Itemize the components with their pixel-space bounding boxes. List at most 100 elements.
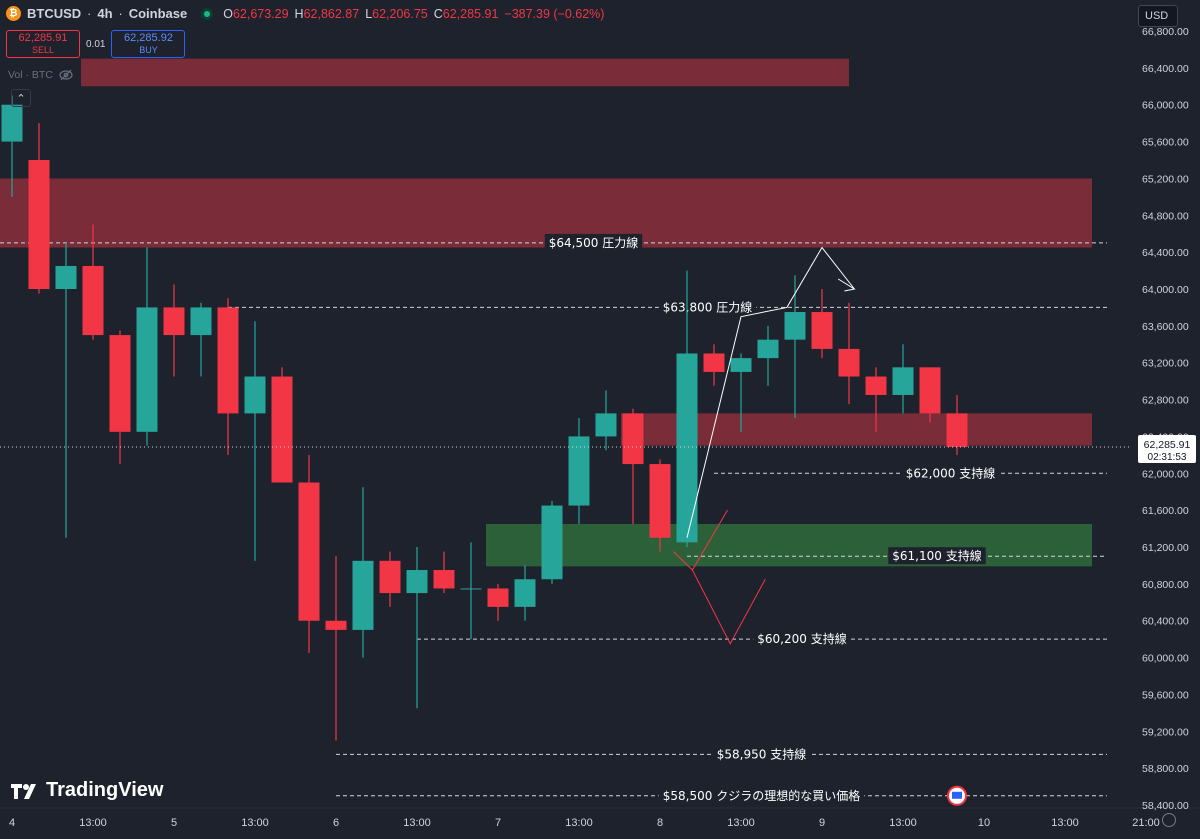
projection-arrow-up (686, 246, 855, 538)
price-tick-label: 60,800.00 (1142, 579, 1189, 591)
candle-body (676, 353, 698, 543)
volume-legend[interactable]: Vol · BTC (8, 69, 73, 81)
level-label-bg (753, 630, 851, 648)
level-label: $61,100 支持線 (892, 548, 981, 563)
level-label: $63,800 圧力線 (663, 299, 752, 314)
candle-body (622, 413, 644, 465)
candle-body (568, 436, 590, 506)
candle-body (460, 588, 482, 590)
candle-body (325, 620, 347, 630)
trade-panel: 62,285.91 SELL 0.01 62,285.92 BUY (6, 30, 186, 58)
sell-button[interactable]: 62,285.91 SELL (6, 30, 80, 58)
spread-value: 0.01 (86, 38, 106, 50)
tradingview-icon (11, 783, 36, 799)
time-tick-label: 10 (978, 817, 990, 829)
time-tick-label: 13:00 (1051, 817, 1079, 829)
time-tick-label: 7 (495, 817, 501, 829)
countdown-value: 02:31:53 (1148, 452, 1187, 463)
time-tick-label: 13:00 (889, 817, 917, 829)
candle-body (217, 307, 239, 414)
level-label: $58,950 支持線 (717, 746, 806, 761)
candle-body (379, 560, 401, 594)
ohlc-values: O62,673.29 H62,862.87 L62,206.75 C62,285… (223, 6, 605, 21)
price-tick-label: 64,800.00 (1142, 210, 1189, 222)
timeframe[interactable]: 4h (97, 6, 113, 21)
branding-text: TradingView (46, 779, 164, 801)
price-tick-label: 62,800.00 (1142, 395, 1189, 407)
candle-body (892, 367, 914, 395)
candle-body (757, 339, 779, 359)
market-status-icon[interactable] (201, 7, 214, 20)
candle-body (649, 464, 671, 538)
price-tick-label: 60,400.00 (1142, 616, 1189, 628)
candle-body (730, 358, 752, 372)
time-tick-label: 13:00 (727, 817, 755, 829)
arrow-head (837, 278, 856, 292)
separator: · (87, 6, 92, 21)
price-tick-label: 64,400.00 (1142, 247, 1189, 259)
price-tick-label: 62,000.00 (1142, 468, 1189, 480)
candle-body (811, 312, 833, 349)
level-label: $62,000 支持線 (906, 465, 995, 480)
level-label-bg (712, 745, 811, 763)
time-tick-label: 5 (171, 817, 177, 829)
candle-body (82, 265, 104, 336)
last-price-value: 62,285.91 (1144, 439, 1191, 451)
candle-body (190, 307, 212, 336)
time-tick-label: 13:00 (79, 817, 107, 829)
time-tick-label: 13:00 (565, 817, 593, 829)
candle-body (919, 367, 941, 414)
candle-body (163, 307, 185, 336)
price-axis (1132, 0, 1200, 834)
exchange[interactable]: Coinbase (128, 6, 188, 21)
candle-body (595, 413, 617, 437)
open-value: 62,673.29 (232, 6, 289, 21)
sell-label: SELL (31, 45, 55, 55)
level-label-bg (544, 233, 643, 251)
level-label-bg (658, 298, 757, 316)
currency-button[interactable]: USD (1138, 5, 1178, 27)
time-tick-label: 4 (9, 817, 15, 829)
candle-body (271, 376, 293, 483)
symbol-legend: ₿ BTCUSD · 4h · Coinbase O62,673.29 H62,… (6, 6, 604, 21)
price-tick-label: 61,200.00 (1142, 542, 1189, 554)
level-label: $60,200 支持線 (757, 631, 846, 646)
level-label-bg (901, 464, 1000, 482)
tradingview-logo[interactable]: TradingView (10, 779, 163, 802)
price-tick-label: 66,400.00 (1142, 63, 1189, 75)
price-tick-label: 65,200.00 (1142, 173, 1189, 185)
level-label: $58,500 クジラの理想的な買い価格 (663, 788, 860, 803)
time-tick-label: 13:00 (241, 817, 269, 829)
price-tick-label: 60,000.00 (1142, 653, 1189, 665)
symbol-name[interactable]: BTCUSD (27, 6, 82, 21)
eye-off-icon[interactable] (59, 69, 73, 81)
candle-body (109, 335, 131, 432)
buy-label: BUY (139, 45, 158, 55)
price-tick-label: 61,600.00 (1142, 505, 1189, 517)
candle-body (487, 588, 509, 607)
volume-label: Vol · BTC (8, 69, 53, 81)
collapse-legend-button[interactable]: ⌃ (11, 89, 31, 107)
time-tick-label: 8 (657, 817, 663, 829)
candle-body (514, 579, 536, 607)
candle-body (946, 413, 968, 447)
candle-body (433, 570, 455, 589)
candle-body (865, 376, 887, 395)
sell-price: 62,285.91 (18, 32, 68, 44)
candle-body (1, 104, 23, 142)
level-label: $64,500 圧力線 (549, 235, 638, 250)
candle-body (838, 348, 860, 377)
chevron-up-icon: ⌃ (16, 92, 26, 105)
price-tick-label: 59,200.00 (1142, 726, 1189, 738)
buy-button[interactable]: 62,285.92 BUY (111, 30, 186, 58)
price-tick-label: 63,600.00 (1142, 321, 1189, 333)
resistance-zone (81, 58, 849, 87)
buy-price: 62,285.92 (124, 32, 173, 44)
level-label-bg (888, 547, 986, 565)
settings-icon[interactable] (1162, 813, 1176, 827)
candle-body (541, 505, 563, 580)
price-tick-label: 63,200.00 (1142, 358, 1189, 370)
price-tick-label: 66,000.00 (1142, 100, 1189, 112)
